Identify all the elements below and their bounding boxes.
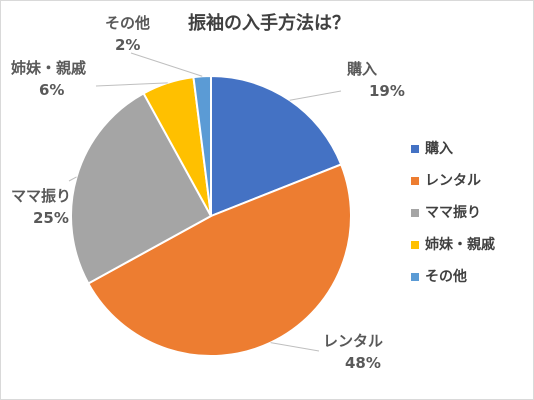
leader-line-4 (130, 52, 203, 77)
pie-slice-0 (210, 74, 343, 218)
legend-label-4: その他 (425, 268, 467, 285)
leader-lines (68, 52, 342, 352)
pie-slice-1 (86, 163, 352, 357)
data-label-value-0: 19% (369, 82, 405, 100)
data-label-value-4: 2% (115, 36, 140, 54)
data-labels: 購入 19% レンタル 48% ママ振り 25% 姉妹・親戚 6% その他 2% (11, 14, 405, 372)
legend-swatch-0 (411, 145, 419, 153)
pie-slices (70, 74, 352, 357)
pie-slice-2 (70, 91, 213, 285)
data-label-name-3: 姉妹・親戚 (11, 59, 86, 77)
data-label-value-1: 48% (345, 354, 381, 372)
data-label-name-0: 購入 (346, 60, 377, 78)
leader-line-0 (289, 90, 342, 101)
legend-swatch-3 (411, 241, 419, 249)
leader-line-3 (95, 82, 168, 87)
data-label-name-4: その他 (105, 14, 150, 32)
legend-label-3: 姉妹・親戚 (425, 236, 495, 253)
legend-label-2: ママ振り (425, 204, 481, 221)
data-label-value-3: 6% (39, 81, 64, 99)
legend-swatch-2 (411, 209, 419, 217)
data-label-name-1: レンタル (323, 332, 383, 350)
data-label-name-2: ママ振り (11, 187, 71, 205)
chart-title: 振袖の入手方法は？ (188, 12, 350, 34)
leader-line-1 (270, 342, 320, 352)
legend-label-1: レンタル (425, 173, 481, 189)
data-label-value-2: 25% (33, 209, 69, 227)
legend-swatch-1 (411, 177, 419, 185)
leader-line-2 (68, 176, 77, 182)
legend-label-0: 購入 (424, 140, 453, 157)
legend-swatch-4 (411, 273, 419, 281)
